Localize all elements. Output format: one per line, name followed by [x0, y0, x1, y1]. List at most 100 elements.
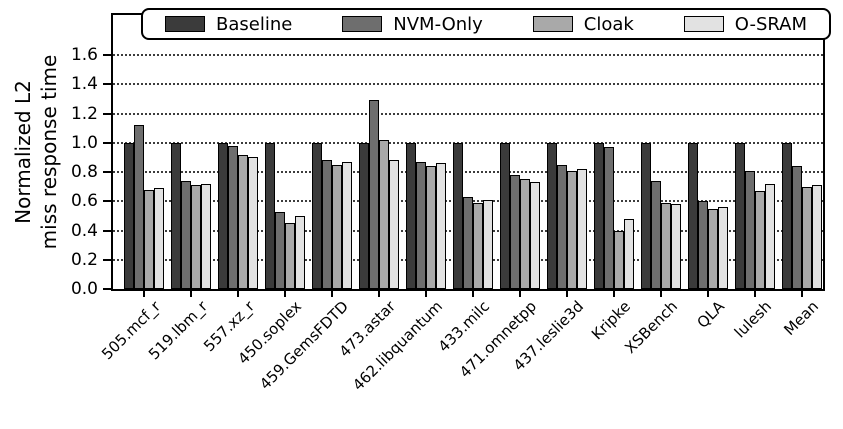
bar-nvm-only-557.xz_r [227, 145, 238, 289]
bar-nvm-only-450.soplex [274, 211, 285, 289]
bar-baseline-lulesh [734, 142, 745, 289]
bar-o-sram-437.leslie3d [576, 169, 587, 289]
bar-baseline-557.xz_r [217, 142, 228, 289]
x-tick [236, 291, 239, 297]
bar-nvm-only-QLA [697, 201, 708, 289]
bar-baseline-450.soplex [264, 142, 275, 289]
legend-item-cloak: Cloak [532, 13, 634, 35]
bar-nvm-only-459.GemsFDTD [321, 160, 332, 289]
x-tick [753, 291, 756, 297]
x-tick [800, 291, 803, 297]
bar-cloak-505.mcf_r [143, 189, 154, 289]
bar-cloak-437.leslie3d [566, 170, 577, 289]
bar-o-sram-519.lbm_r [200, 183, 211, 289]
y-tick-label: 0.4 [70, 220, 98, 241]
x-tick [189, 291, 192, 297]
bar-nvm-only-Kripke [603, 147, 614, 289]
y-tick [103, 229, 111, 232]
legend-item-nvm-only: NVM-Only [342, 14, 483, 35]
x-tick [706, 291, 709, 297]
bar-nvm-only-505.mcf_r [133, 125, 144, 289]
bar-cloak-459.GemsFDTD [331, 164, 342, 289]
bar-o-sram-lulesh [764, 183, 775, 289]
bar-o-sram-459.GemsFDTD [341, 161, 352, 289]
legend-swatch-o-sram [683, 16, 724, 32]
bar-o-sram-Kripke [623, 218, 634, 289]
x-tick [424, 291, 427, 297]
bar-nvm-only-519.lbm_r [180, 180, 191, 289]
bar-nvm-only-XSBench [650, 180, 661, 289]
y-tick [103, 141, 111, 144]
bar-baseline-437.leslie3d [546, 142, 557, 289]
bar-nvm-only-473.astar [368, 100, 379, 289]
legend: Baseline NVM-Only Cloak O-SRAM [141, 8, 831, 40]
y-tick-label: 1.6 [70, 45, 98, 66]
bar-baseline-505.mcf_r [123, 142, 134, 289]
x-tick [471, 291, 474, 297]
y-tick-label: 1.0 [70, 132, 98, 153]
y-tick-label: 0.8 [70, 162, 98, 183]
bar-cloak-lulesh [754, 191, 765, 289]
bar-nvm-only-462.libquantum [415, 161, 426, 289]
bar-baseline-Kripke [593, 142, 604, 289]
bar-baseline-433.milc [452, 142, 463, 289]
legend-label-cloak: Cloak [583, 13, 634, 35]
bar-baseline-519.lbm_r [170, 142, 181, 289]
y-tick-label: 0.0 [70, 279, 98, 299]
x-tick [518, 291, 521, 297]
bar-cloak-Kripke [613, 230, 624, 289]
y-tick [103, 112, 111, 115]
legend-label-baseline: Baseline [216, 13, 293, 35]
x-tick [377, 291, 380, 297]
x-tick [565, 291, 568, 297]
x-tick [142, 291, 145, 297]
bar-cloak-Mean [801, 186, 812, 289]
legend-item-o-sram: O-SRAM [683, 13, 807, 35]
legend-swatch-cloak [532, 16, 573, 32]
x-tick [659, 291, 662, 297]
y-tick-label: 0.6 [70, 191, 98, 212]
bar-cloak-450.soplex [284, 223, 295, 289]
y-tick-label: 1.4 [70, 74, 98, 95]
legend-swatch-baseline [165, 16, 205, 32]
gridline [113, 112, 823, 115]
y-tick [103, 83, 111, 86]
bar-o-sram-473.astar [388, 160, 399, 289]
bar-baseline-473.astar [358, 142, 369, 289]
bar-cloak-557.xz_r [237, 154, 248, 289]
bar-baseline-462.libquantum [405, 142, 416, 289]
bar-cloak-473.astar [378, 139, 389, 289]
y-tick-label: 0.2 [70, 249, 98, 270]
gridline [113, 83, 823, 86]
y-tick-label: 1.2 [70, 103, 98, 124]
y-tick [103, 171, 111, 174]
y-tick [103, 288, 111, 290]
bar-nvm-only-471.omnetpp [509, 174, 520, 289]
bar-o-sram-450.soplex [294, 215, 305, 289]
bar-baseline-Mean [781, 142, 792, 289]
bar-o-sram-Mean [811, 185, 822, 289]
bar-o-sram-462.libquantum [435, 163, 446, 289]
bar-o-sram-471.omnetpp [529, 182, 540, 289]
bar-nvm-only-433.milc [462, 196, 473, 289]
bar-cloak-519.lbm_r [190, 185, 201, 289]
bar-o-sram-557.xz_r [247, 157, 258, 289]
gridline [113, 54, 823, 57]
y-tick [103, 54, 111, 57]
bar-cloak-XSBench [660, 202, 671, 289]
bar-nvm-only-lulesh [744, 170, 755, 289]
bar-cloak-QLA [707, 208, 718, 289]
bar-o-sram-505.mcf_r [153, 188, 164, 289]
plot-area [111, 13, 825, 291]
legend-swatch-nvm-only [342, 16, 383, 32]
legend-item-baseline: Baseline [165, 14, 292, 35]
bar-cloak-471.omnetpp [519, 179, 530, 289]
x-tick [283, 291, 286, 297]
legend-label-o-sram: O-SRAM [734, 13, 807, 35]
gridline [113, 171, 823, 174]
y-tick [103, 258, 111, 261]
x-tick [330, 291, 333, 297]
bar-nvm-only-Mean [791, 166, 802, 289]
bar-o-sram-433.milc [482, 199, 493, 289]
